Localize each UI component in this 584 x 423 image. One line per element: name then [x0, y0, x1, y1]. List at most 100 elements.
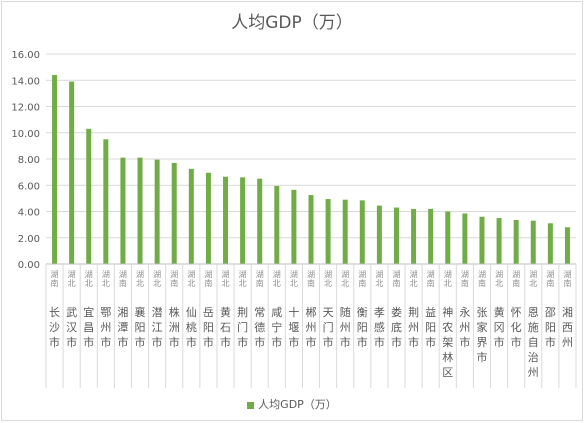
province-char: 南 [119, 278, 127, 288]
city-char: 市 [357, 335, 368, 349]
province-char: 北 [495, 279, 503, 288]
city-char: 江 [152, 321, 163, 334]
province-char: 湖 [170, 270, 178, 279]
city-char: 天 [323, 306, 334, 319]
bar [308, 195, 314, 264]
city-char: 株 [169, 305, 180, 319]
city-char: 德 [254, 320, 265, 334]
province-char: 湖 [239, 270, 247, 279]
bar [564, 227, 570, 264]
city-char: 施 [528, 321, 539, 334]
province-char: 湖 [51, 270, 59, 279]
bar [342, 199, 348, 264]
city-char: 张 [476, 306, 487, 319]
bar [428, 208, 434, 264]
city-char: 市 [203, 335, 214, 349]
city-char: 阳 [545, 321, 556, 334]
bar [137, 157, 143, 264]
city-char: 郴 [306, 305, 317, 319]
city-char: 州 [562, 336, 573, 349]
city-char: 州 [459, 321, 470, 334]
city-char: 娄 [391, 306, 402, 319]
province-char: 湖 [204, 270, 212, 279]
city-char: 随 [340, 305, 351, 319]
city-char: 市 [169, 335, 180, 349]
province-char: 湖 [222, 270, 230, 279]
city-char: 市 [323, 335, 334, 349]
city-char: 门 [237, 320, 248, 334]
province-char: 湖 [427, 270, 435, 279]
city-char: 堰 [288, 321, 299, 334]
city-char: 市 [374, 335, 385, 349]
legend: 人均GDP（万） [2, 396, 582, 412]
city-char: 汉 [66, 321, 77, 334]
city-char: 市 [306, 335, 317, 349]
bar [154, 159, 160, 264]
province-char: 湖 [68, 270, 76, 279]
city-char: 市 [220, 335, 231, 349]
bar [359, 200, 365, 264]
city-char: 市 [152, 335, 163, 349]
y-tick-label: 4.00 [18, 208, 40, 219]
city-char: 市 [545, 335, 556, 349]
province-char: 北 [324, 279, 332, 288]
province-char: 湖 [273, 270, 281, 279]
city-char: 鄂 [100, 306, 111, 319]
province-char: 湖 [546, 270, 554, 279]
province-char: 湖 [290, 270, 298, 279]
province-char: 北 [68, 279, 76, 288]
bar [325, 199, 331, 264]
bar [513, 220, 519, 264]
city-char: 感 [374, 321, 385, 334]
province-char: 湖 [444, 270, 452, 279]
province-char: 南 [358, 278, 366, 288]
city-char: 市 [288, 335, 299, 349]
bar [411, 208, 417, 264]
province-char: 北 [222, 279, 230, 288]
province-char: 北 [153, 279, 161, 288]
city-char: 恩 [528, 306, 539, 319]
city-char: 化 [511, 320, 522, 334]
province-char: 北 [102, 279, 110, 288]
city-char: 益 [425, 305, 436, 319]
city-char: 州 [340, 321, 351, 334]
city-char: 宜 [83, 305, 94, 319]
city-char: 怀 [511, 306, 522, 319]
province-char: 湖 [375, 270, 383, 279]
province-char: 湖 [358, 270, 366, 279]
city-char: 石 [220, 321, 231, 334]
city-char: 市 [186, 335, 197, 349]
chart-title: 人均GDP（万） [231, 13, 353, 33]
province-char: 湖 [256, 270, 264, 279]
city-char: 门 [323, 320, 334, 334]
bar [69, 81, 75, 264]
bar [52, 75, 58, 264]
city-char: 市 [459, 335, 470, 349]
city-char: 市 [49, 335, 60, 349]
city-char: 十 [288, 305, 299, 319]
bar [479, 216, 485, 264]
bar [462, 213, 468, 264]
city-char: 黄 [494, 305, 505, 319]
bar [257, 178, 263, 264]
city-char: 武 [66, 306, 77, 319]
province-char: 南 [51, 278, 59, 288]
province-char: 北 [444, 279, 452, 288]
province-char: 湖 [153, 270, 161, 279]
province-char: 北 [375, 279, 383, 288]
city-char: 桃 [186, 320, 197, 334]
city-char: 市 [494, 335, 505, 349]
province-char: 湖 [461, 270, 469, 279]
bar [240, 177, 246, 264]
city-char: 岳 [203, 306, 214, 319]
